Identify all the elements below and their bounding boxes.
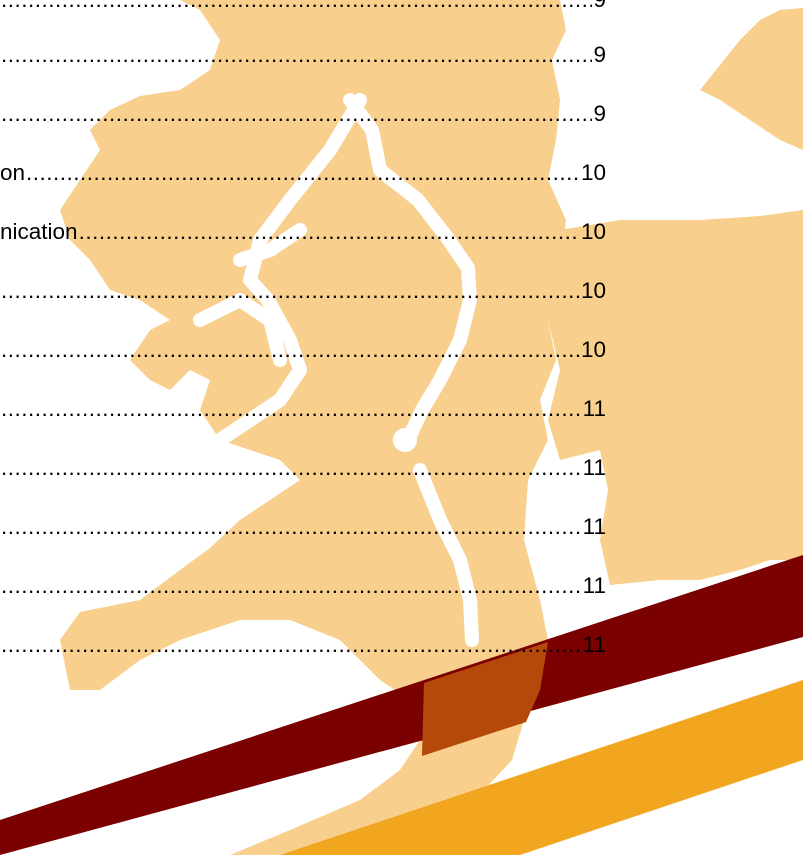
toc-entry[interactable]: ........................................… (0, 396, 606, 422)
toc-entry[interactable]: ........................................… (0, 337, 606, 363)
toc-entry[interactable]: ........................................… (0, 573, 606, 599)
toc-page-number: 10 (580, 160, 606, 185)
toc-entry[interactable]: nication ...............................… (0, 219, 606, 245)
toc-page-number: 11 (582, 573, 606, 598)
toc-page-number: 10 (580, 337, 606, 362)
toc-entry[interactable]: ........................................… (0, 632, 606, 658)
toc-dot-leader: ........................................… (1, 396, 582, 421)
toc-dot-leader: ........................................… (1, 455, 582, 480)
toc-entry[interactable]: ........................................… (0, 101, 606, 127)
toc-entry[interactable]: ........................................… (0, 0, 606, 13)
stripe-lion-overlap (422, 642, 548, 756)
orange-stripe (280, 680, 803, 855)
toc-page-number: 11 (582, 632, 606, 657)
toc-dot-leader: ........................................… (1, 632, 582, 657)
lion-head-watermark-icon (60, 0, 803, 855)
toc-entry[interactable]: ........................................… (0, 514, 606, 540)
toc-page-number: 11 (582, 396, 606, 421)
toc-dot-leader: ........................................… (1, 573, 582, 598)
toc-entry[interactable]: on .....................................… (0, 160, 606, 186)
red-stripe (0, 555, 803, 855)
toc-dot-leader: ........................................… (1, 514, 582, 539)
toc-page-number: 10 (580, 278, 606, 303)
toc-dot-leader: ........................................… (78, 219, 580, 244)
toc-dot-leader: ........................................… (1, 101, 592, 126)
toc-entry-title: nication (0, 219, 78, 244)
toc-dot-leader: ........................................… (1, 0, 592, 13)
toc-page-number: 11 (582, 455, 606, 480)
toc-dot-leader: ........................................… (26, 160, 580, 185)
toc-entry-title: on (0, 160, 26, 185)
toc-page-number: 9 (593, 0, 606, 13)
toc-dot-leader: ........................................… (1, 337, 580, 362)
toc-page-number: 10 (580, 219, 606, 244)
toc-page-number: 11 (582, 514, 606, 539)
toc-entry[interactable]: ........................................… (0, 278, 606, 304)
toc-entry[interactable]: ........................................… (0, 42, 606, 68)
toc-dot-leader: ........................................… (1, 42, 592, 67)
toc-page-number: 9 (593, 42, 606, 67)
toc-entry[interactable]: ........................................… (0, 455, 606, 481)
toc-dot-leader: ........................................… (1, 278, 580, 303)
toc-page-number: 9 (593, 101, 606, 126)
